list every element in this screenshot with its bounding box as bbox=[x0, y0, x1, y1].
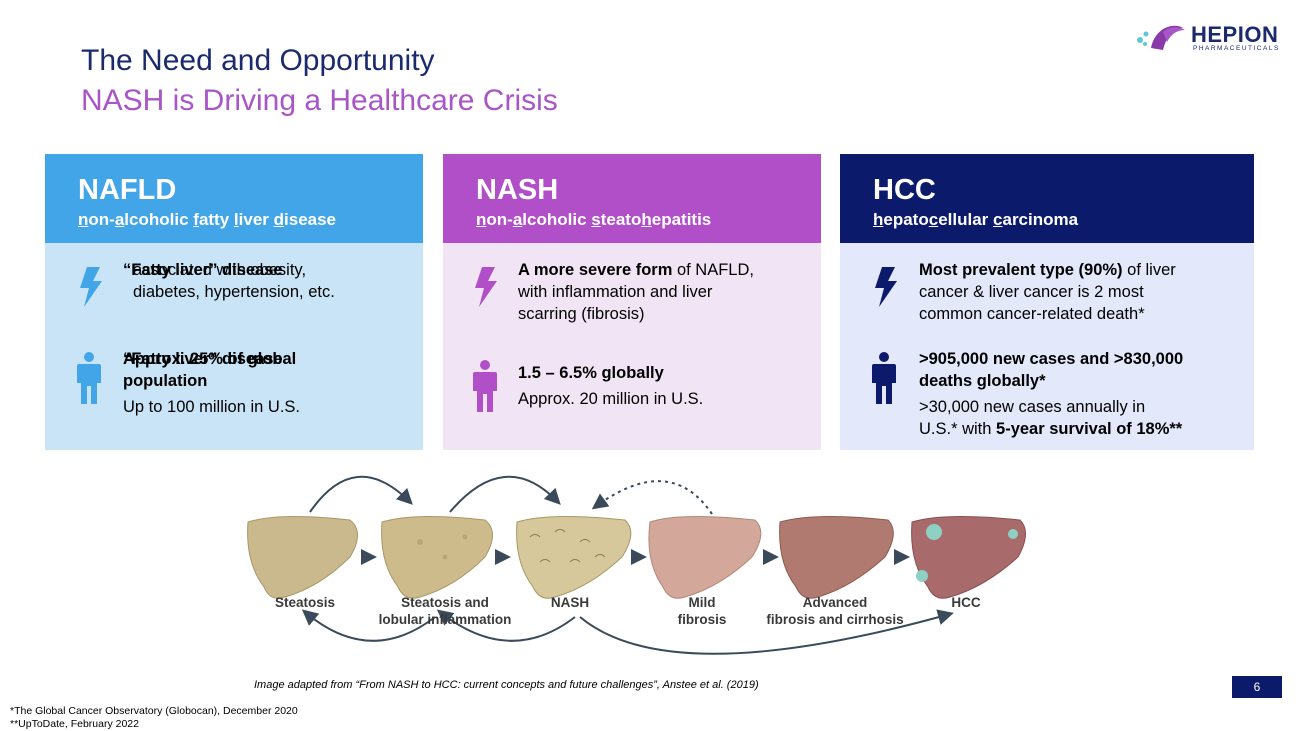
nafld-column: NAFLD non-alcoholic fatty liver disease … bbox=[45, 154, 423, 450]
nash-point1-text: A more severe form of NAFLD, with inflam… bbox=[518, 261, 754, 323]
liver-steatosis-inflammation bbox=[381, 515, 493, 599]
liver-advanced-fibrosis bbox=[779, 515, 894, 599]
stage-label: Steatosis and bbox=[401, 595, 489, 610]
lightning-icon bbox=[875, 267, 897, 307]
nash-header: NASH non-alcoholic steatohepatitis bbox=[443, 154, 821, 243]
hcc-column: HCC hepatocellular carcinoma bbox=[840, 154, 1254, 450]
logo-name: HEPION bbox=[1191, 22, 1279, 47]
person-icon bbox=[473, 360, 497, 412]
nafld-body: “Fatty liver” disease bbox=[45, 243, 423, 450]
person-icon bbox=[77, 352, 101, 404]
nash-point2-text: 1.5 – 6.5% globally Approx. 20 million i… bbox=[518, 364, 704, 408]
slide-title: The Need and Opportunity bbox=[81, 44, 435, 77]
nash-heading: NASH bbox=[476, 174, 559, 206]
stage-label: HCC bbox=[951, 595, 980, 610]
stage-label: fibrosis bbox=[678, 612, 727, 627]
nafld-header: NAFLD non-alcoholic fatty liver disease bbox=[45, 154, 423, 243]
stage-label: Advanced bbox=[803, 595, 868, 610]
footnote: *The Global Cancer Observatory (Globocan… bbox=[10, 705, 298, 717]
hepion-logo-icon bbox=[1137, 25, 1185, 50]
hcc-point2-text: >905,000 new cases and >830,000 deaths g… bbox=[919, 350, 1184, 438]
nash-expansion: non-alcoholic steatohepatitis bbox=[476, 210, 712, 229]
nafld-heading: NAFLD bbox=[78, 174, 177, 206]
nafld-expansion: non-alcoholic fatty liver disease bbox=[78, 210, 337, 229]
nafld-point1-text: associated with obesity, diabetes, hyper… bbox=[133, 261, 335, 301]
hepion-logo: HEPION PHARMACEUTICALS bbox=[1133, 18, 1283, 58]
person-icon bbox=[872, 352, 896, 404]
stage-label: NASH bbox=[551, 595, 589, 610]
stage-label: Mild bbox=[689, 595, 716, 610]
stage-label: fibrosis and cirrhosis bbox=[766, 612, 903, 627]
logo-subtitle: PHARMACEUTICALS bbox=[1193, 45, 1280, 52]
nash-body bbox=[443, 243, 821, 450]
slide-subtitle: NASH is Driving a Healthcare Crisis bbox=[81, 84, 558, 117]
lightning-icon bbox=[80, 267, 102, 307]
nafld-point1: “Fatty liver” disease bbox=[123, 350, 283, 368]
liver-nash bbox=[516, 515, 632, 599]
hcc-body bbox=[840, 243, 1254, 450]
stage-label: Steatosis bbox=[275, 595, 335, 610]
image-caption: Image adapted from “From NASH to HCC: cu… bbox=[254, 679, 759, 691]
lightning-icon bbox=[475, 267, 497, 307]
hcc-heading: HCC bbox=[873, 174, 936, 206]
stage-label: lobular inflammation bbox=[379, 612, 512, 627]
hcc-header: HCC hepatocellular carcinoma bbox=[840, 154, 1254, 243]
liver-progression-diagram: Steatosis Steatosis and lobular inflamma… bbox=[247, 476, 1026, 655]
nafld-point2-text: Approx. 25% of global population Up to 1… bbox=[123, 350, 300, 416]
liver-mild-fibrosis bbox=[648, 515, 762, 599]
liver-steatosis bbox=[247, 515, 358, 599]
page-number: 6 bbox=[1232, 676, 1282, 698]
nafld-point1-bold: “Fatty liver” disease bbox=[123, 261, 283, 279]
liver-hcc bbox=[911, 515, 1026, 599]
footnote: **UpToDate, February 2022 bbox=[10, 718, 139, 730]
nash-column: NASH non-alcoholic steatohepatitis bbox=[443, 154, 821, 450]
hcc-expansion: hepatocellular carcinoma bbox=[873, 210, 1079, 229]
hcc-point1-text: Most prevalent type (90%) of liver cance… bbox=[919, 261, 1176, 323]
